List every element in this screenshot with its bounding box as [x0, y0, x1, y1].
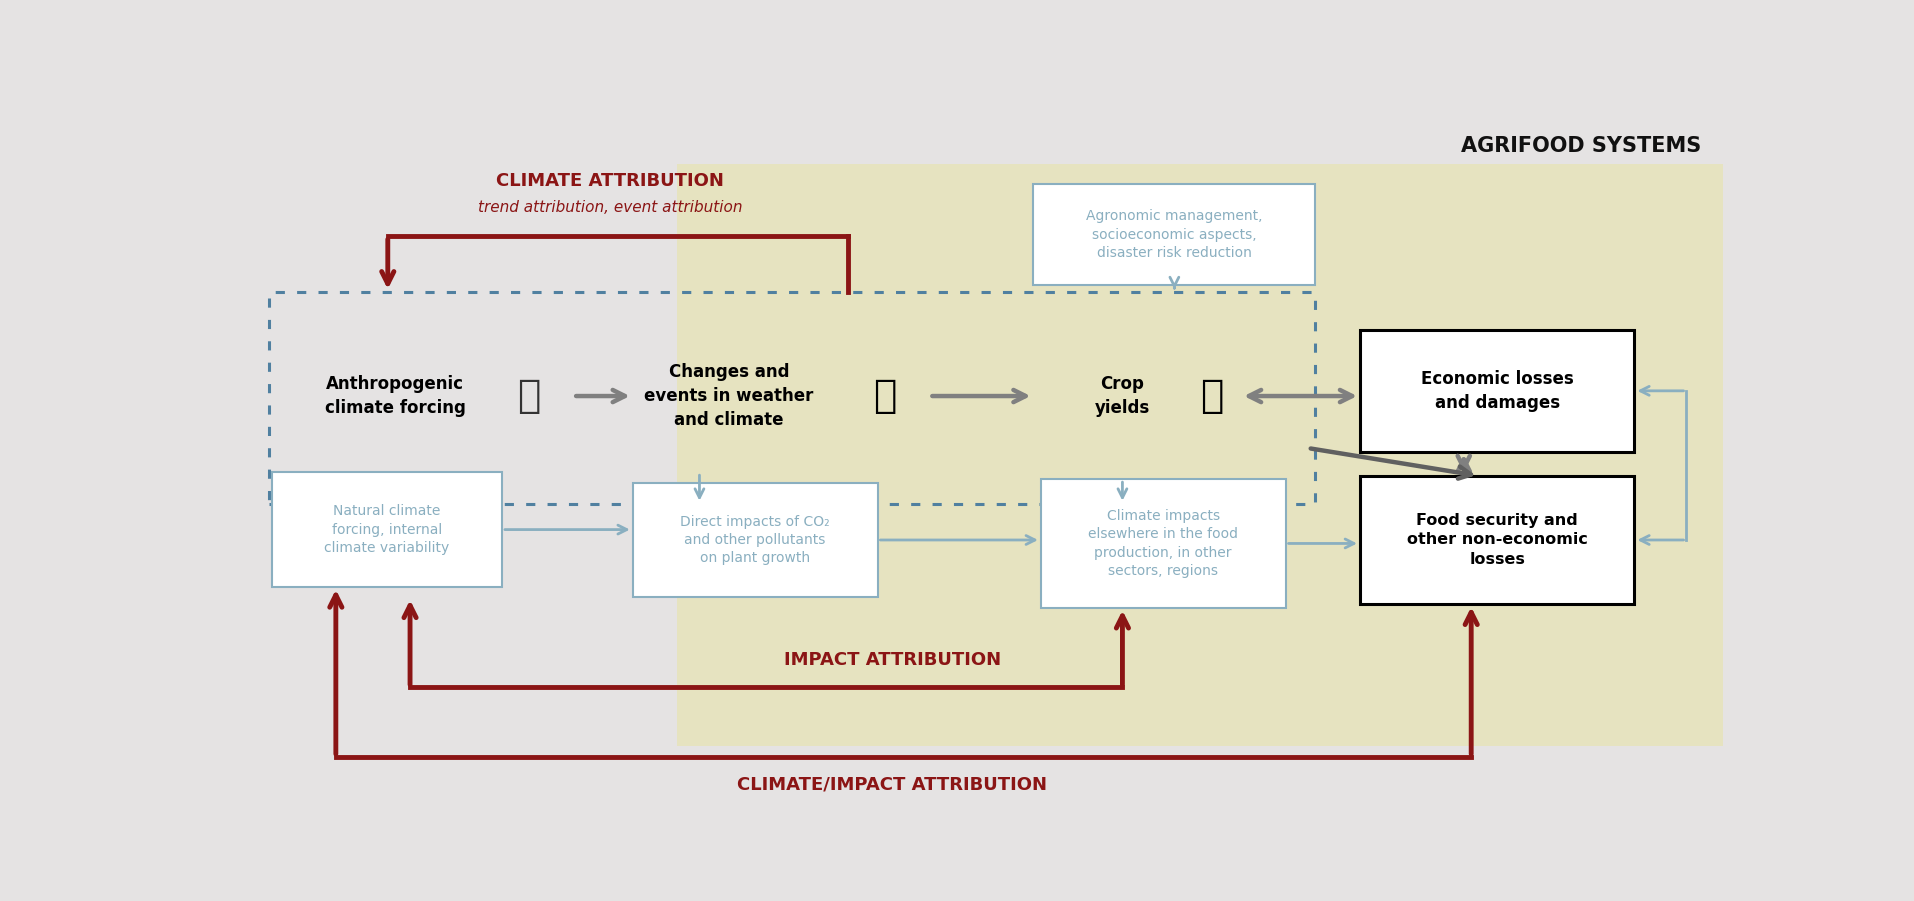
Text: Direct impacts of CO₂
and other pollutants
on plant growth: Direct impacts of CO₂ and other pollutan…: [679, 514, 829, 566]
Text: 🌽: 🌽: [1200, 377, 1223, 415]
FancyBboxPatch shape: [1041, 479, 1284, 607]
Text: Agronomic management,
socioeconomic aspects,
disaster risk reduction: Agronomic management, socioeconomic aspe…: [1085, 209, 1261, 260]
Text: IMPACT ATTRIBUTION: IMPACT ATTRIBUTION: [783, 651, 1001, 669]
FancyBboxPatch shape: [1359, 330, 1633, 451]
Text: CLIMATE ATTRIBUTION: CLIMATE ATTRIBUTION: [496, 172, 723, 190]
FancyBboxPatch shape: [678, 164, 1723, 746]
Text: ⛭: ⛭: [517, 377, 540, 415]
FancyBboxPatch shape: [632, 483, 877, 597]
Text: Anthropogenic
climate forcing: Anthropogenic climate forcing: [325, 375, 465, 417]
FancyBboxPatch shape: [272, 472, 501, 587]
FancyBboxPatch shape: [1034, 185, 1315, 285]
FancyBboxPatch shape: [1359, 476, 1633, 605]
Text: AGRIFOOD SYSTEMS: AGRIFOOD SYSTEMS: [1460, 136, 1700, 156]
Text: Changes and
events in weather
and climate: Changes and events in weather and climat…: [645, 363, 813, 429]
Text: Economic losses
and damages: Economic losses and damages: [1420, 370, 1573, 412]
Text: Food security and
other non-economic
losses: Food security and other non-economic los…: [1407, 513, 1587, 568]
Text: trend attribution, event attribution: trend attribution, event attribution: [478, 200, 743, 214]
Text: Natural climate
forcing, internal
climate variability: Natural climate forcing, internal climat…: [323, 505, 450, 555]
Bar: [268, 292, 1315, 504]
Text: 🌤: 🌤: [873, 377, 896, 415]
Text: Crop
yields: Crop yields: [1095, 375, 1150, 417]
Text: Climate impacts
elsewhere in the food
production, in other
sectors, regions: Climate impacts elsewhere in the food pr…: [1087, 509, 1238, 578]
Text: CLIMATE/IMPACT ATTRIBUTION: CLIMATE/IMPACT ATTRIBUTION: [737, 776, 1047, 794]
